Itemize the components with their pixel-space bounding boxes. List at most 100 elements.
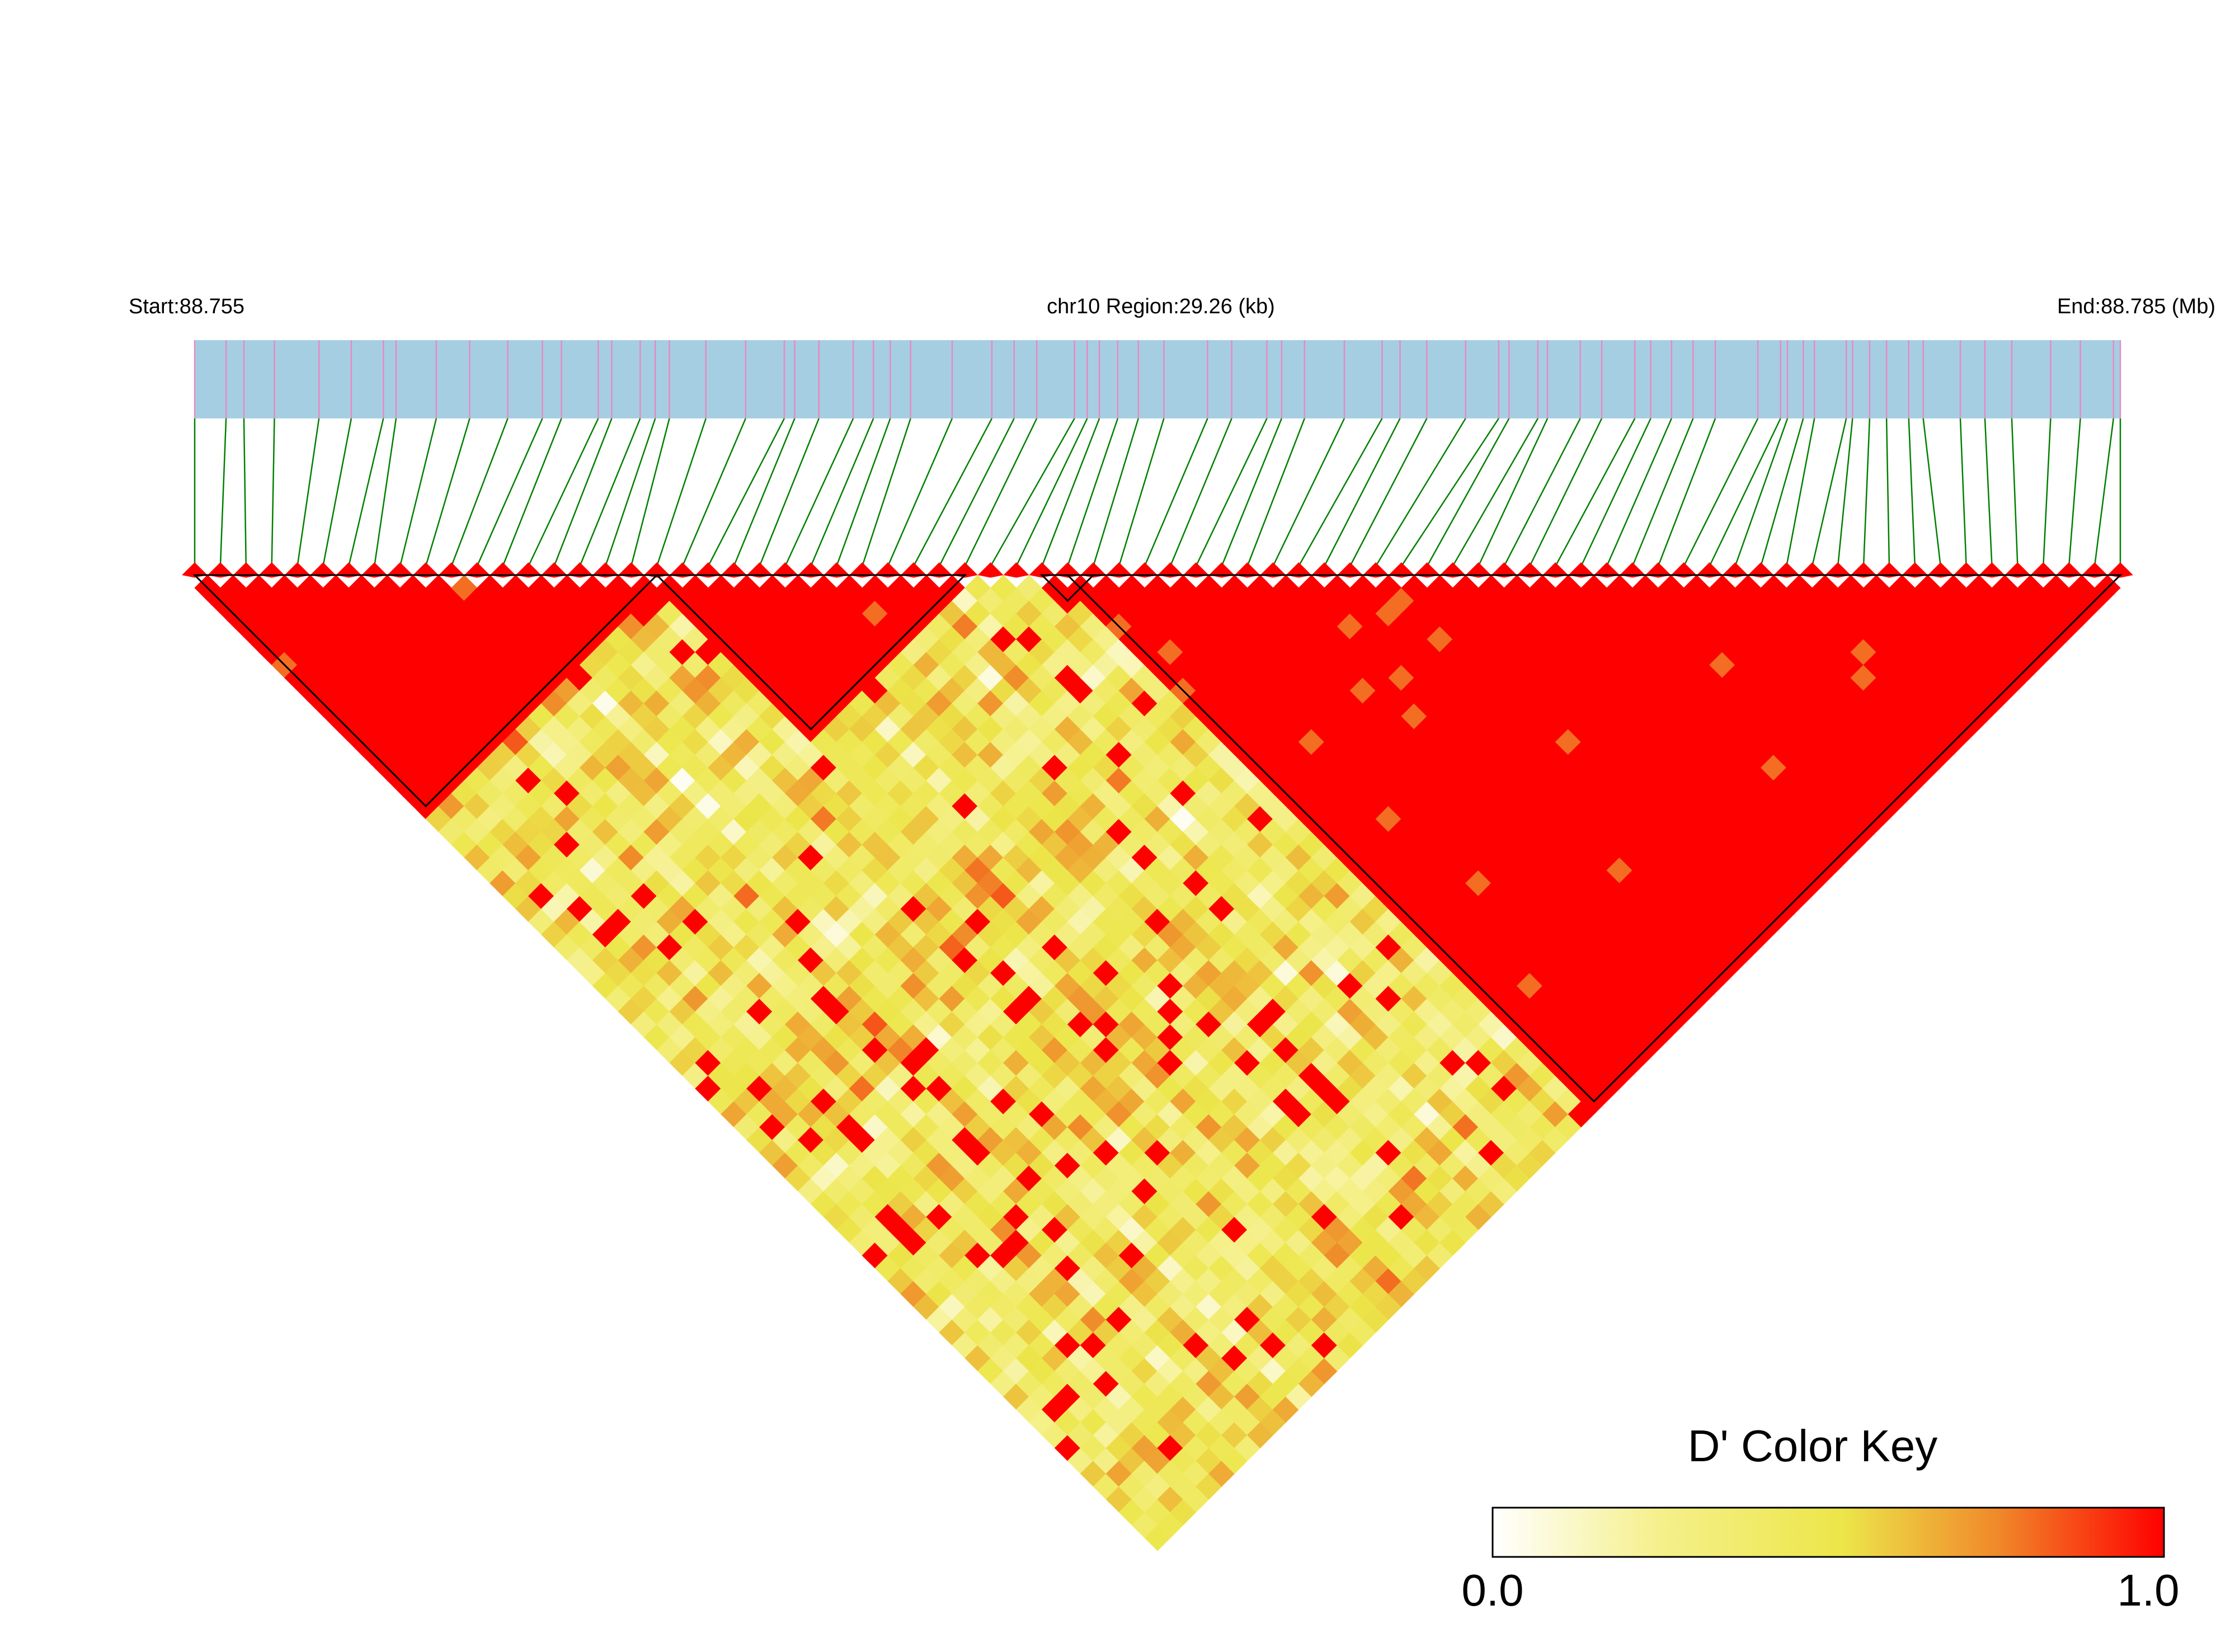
snp-marker [1465,562,1491,578]
ld-heatmap [182,562,2133,1551]
snp-marker [1337,562,1363,578]
snp-connector [784,418,854,567]
snp-marker [1799,562,1825,578]
snp-connector [630,418,670,567]
snp-marker [1208,562,1235,578]
snp-marker [1286,562,1312,578]
snp-connector [681,418,746,567]
snp-connector [1478,418,1549,567]
snp-marker [2082,562,2108,578]
snp-connector [2068,418,2081,567]
snp-marker [1748,562,1774,578]
snp-connector [862,418,911,567]
snp-connector [1709,418,1781,567]
snp-connector [1093,418,1139,567]
snp-marker [567,562,593,578]
snp-connector [502,418,562,567]
snp-marker [1979,562,2005,578]
snp-marker [1234,562,1260,578]
snp-connector [1144,418,1208,567]
snp-connector [2043,418,2052,567]
snp-connector [1922,418,1941,567]
ld-block-outlines [192,574,2123,1103]
snp-connector [1195,418,1268,567]
snp-marker [977,562,1004,578]
snp-marker [1132,562,1158,578]
snp-connector [553,418,613,567]
snp-connector [476,418,543,567]
snp-marker [875,562,901,578]
snp-connector [1324,418,1401,567]
snp-marker [1696,562,1723,578]
snp-marker [310,562,336,578]
snp-connector [1984,418,1993,567]
snp-marker [901,562,926,578]
snp-marker [1876,562,1902,578]
snp-marker [1953,562,1979,578]
snp-marker [1080,562,1107,578]
snp-marker [1645,562,1671,578]
snp-connector [1503,418,1581,567]
snp-connector [1298,418,1383,567]
color-key-min-label: 0.0 [1461,1565,1523,1615]
snp-connector [1246,418,1305,567]
snp-marker [618,562,644,578]
snp-connector [1067,418,1119,567]
snp-marker [182,562,208,578]
snp-connector [1683,418,1759,567]
snp-connector [579,418,641,567]
snp-marker [1158,562,1183,578]
snp-marker [1414,562,1440,578]
snp-marker [1029,562,1055,578]
snp-marker [644,562,670,578]
snp-marker [541,562,567,578]
snp-marker [413,562,439,578]
snp-connector [528,418,599,567]
snp-marker [824,562,850,578]
start-label: Start:88.755 [129,295,244,318]
snp-connector [1375,418,1466,567]
snp-marker [1722,562,1748,578]
snp-marker [1439,562,1466,578]
snp-connector [733,418,796,567]
snp-marker [1003,562,1029,578]
snp-marker [233,562,259,578]
snp-marker [1902,562,1928,578]
snp-connector [1272,418,1345,567]
snp-marker [670,562,695,578]
color-key-bar [1491,1507,2165,1558]
color-key-max-label: 1.0 [2117,1565,2179,1615]
snp-marker [2056,562,2082,578]
snp-marker [1594,562,1620,578]
snp-marker [1851,562,1876,578]
snp-connector [887,418,953,567]
snp-connector [1221,418,1283,567]
snp-connector [1169,418,1232,567]
snp-marker [1620,562,1645,578]
snp-connector [810,418,874,567]
snp-connector [1426,418,1510,567]
snp-marker [1311,562,1338,578]
snp-connector [1862,418,1871,567]
snp-marker [1671,562,1697,578]
snp-connector [605,418,656,567]
snp-marker [1106,562,1132,578]
snp-marker [1260,562,1286,578]
snp-connector [1631,418,1694,567]
snp-marker [2030,562,2057,578]
snp-connector [1580,418,1651,567]
snp-connector [348,418,384,567]
snp-marker [1542,562,1569,578]
snp-connector [374,418,397,567]
snp-connector [707,418,785,567]
snp-connector [1529,418,1603,567]
snp-marker [772,562,798,578]
ld-block-outline [1065,574,2123,1103]
snp-marker [926,562,952,578]
snp-connector [2093,418,2114,567]
snp-connector [1908,418,1916,567]
snp-connector [1734,418,1789,567]
snp-connector [938,418,1015,567]
snp-connector [1452,418,1538,567]
